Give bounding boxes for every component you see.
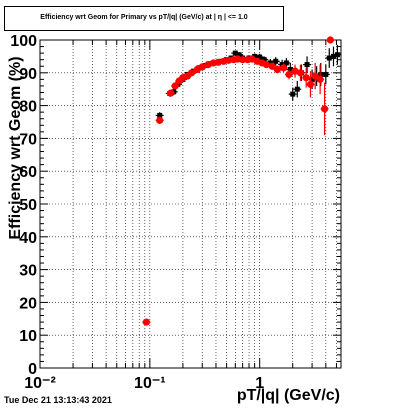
data-point [273,58,279,64]
data-point [167,89,175,97]
data-point [198,63,206,71]
data-point [326,55,332,61]
data-point [285,70,293,79]
plot-title: Efficiency wrt Geom for Primary vs pT/|q… [40,14,248,21]
y-tick-label: 80 [19,99,37,116]
data-point [267,60,273,66]
data-point [323,71,329,77]
plot-title-box: Efficiency wrt Geom for Primary vs pT/|q… [4,6,284,31]
y-axis-tick-labels: 0 10 20 30 40 50 60 70 80 90 100 [10,33,37,378]
y-tick-label: 20 [19,295,37,312]
data-point [331,53,337,59]
y-tick-label: 70 [19,131,37,148]
data-point [142,318,150,326]
y-tick-label: 50 [19,197,37,214]
x-axis-label: pT/|q| (GeV/c) [237,387,340,404]
data-point [309,76,315,82]
data-point [321,105,329,113]
data-point [252,53,258,59]
data-point [334,52,340,58]
data-point [262,61,270,69]
series-red-points [142,36,335,326]
y-tick-label: 60 [19,164,37,181]
grid-lines [40,40,341,368]
x-axis-tick-labels: 10⁻² 10⁻¹ 1 [24,375,264,392]
data-point [302,74,310,82]
data-point [287,67,293,73]
x-tick-label: 1 [255,375,264,392]
x-tick-label: 10⁻¹ [134,375,166,392]
data-point [273,65,282,74]
y-tick-label: 100 [10,33,37,50]
data-point [290,91,296,97]
data-point [279,64,288,72]
data-point [268,62,276,70]
data-point [306,80,315,88]
data-point [171,82,179,90]
y-tick-label: 40 [19,230,37,247]
data-point [239,56,247,64]
data-point [316,75,324,83]
data-point [257,54,263,60]
data-point [214,58,222,66]
data-point [318,71,324,77]
data-point [294,86,300,92]
data-point [261,57,267,63]
data-point [304,62,310,68]
x-tick-label: 10⁻² [24,375,56,392]
data-point [157,112,163,118]
data-point [188,69,196,77]
data-point [283,60,289,66]
data-point [326,36,334,44]
y-tick-label: 90 [19,66,37,83]
y-tick-label: 0 [28,361,37,378]
data-point [156,116,164,124]
data-point [296,69,305,77]
y-axis-label: Efficiency wrt Geom (%) [7,56,24,239]
data-point [236,52,242,58]
y-tick-label: 10 [19,328,37,345]
timestamp: Tue Dec 21 13:13:43 2021 [4,395,112,405]
data-point [232,50,238,56]
y-tick-label: 30 [19,263,37,280]
